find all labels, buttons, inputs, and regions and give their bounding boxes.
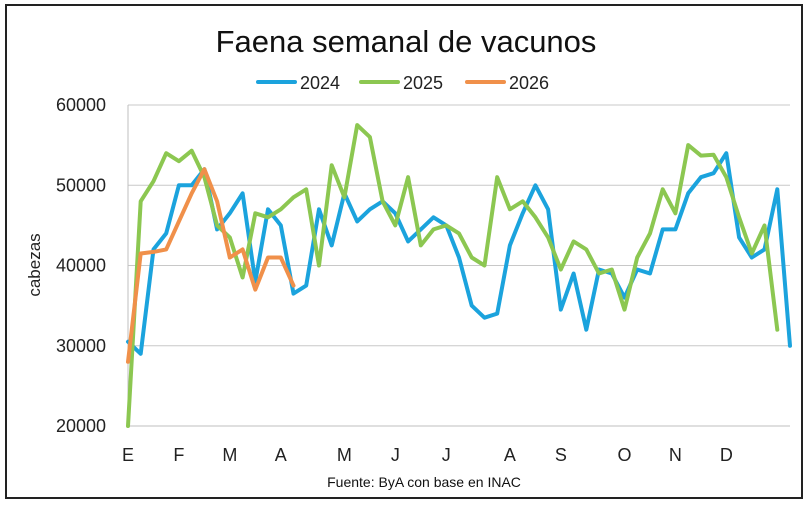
- series-line-2024: [126, 151, 792, 356]
- x-tick-label: S: [555, 445, 567, 465]
- legend: 2024 2025 2026: [256, 73, 549, 93]
- series-line-2026: [126, 167, 296, 364]
- x-tick-label: F: [173, 445, 184, 465]
- x-tick-label: A: [504, 445, 516, 465]
- y-tick-label: 40000: [56, 256, 106, 276]
- series-lines: [126, 123, 792, 428]
- legend-label-2025: 2025: [403, 73, 443, 93]
- chart-frame: [5, 4, 803, 499]
- chart-title: Faena semanal de vacunos: [216, 24, 597, 59]
- x-tick-label: J: [442, 445, 451, 465]
- x-tick-label: E: [122, 445, 134, 465]
- source-note: Fuente: ByA con base en INAC: [327, 474, 521, 490]
- x-tick-label: D: [720, 445, 733, 465]
- y-tick-label: 30000: [56, 336, 106, 356]
- x-tick-label: M: [337, 445, 352, 465]
- gridlines: [128, 104, 790, 347]
- series-line-2025: [126, 123, 780, 428]
- x-tick-label: J: [391, 445, 400, 465]
- axes: [127, 105, 790, 427]
- legend-label-2024: 2024: [300, 73, 340, 93]
- x-tick-label: N: [669, 445, 682, 465]
- x-tick-label: O: [617, 445, 631, 465]
- y-tick-label: 60000: [56, 95, 106, 115]
- x-tick-label: M: [222, 445, 237, 465]
- x-tick-label: A: [275, 445, 287, 465]
- legend-label-2026: 2026: [509, 73, 549, 93]
- y-tick-label: 50000: [56, 175, 106, 195]
- y-tick-label: 20000: [56, 416, 106, 436]
- tick-labels: 20000 30000 40000 50000 60000 E F M A M J J A S O N D: [56, 95, 733, 465]
- y-axis-label: cabezas: [25, 233, 44, 296]
